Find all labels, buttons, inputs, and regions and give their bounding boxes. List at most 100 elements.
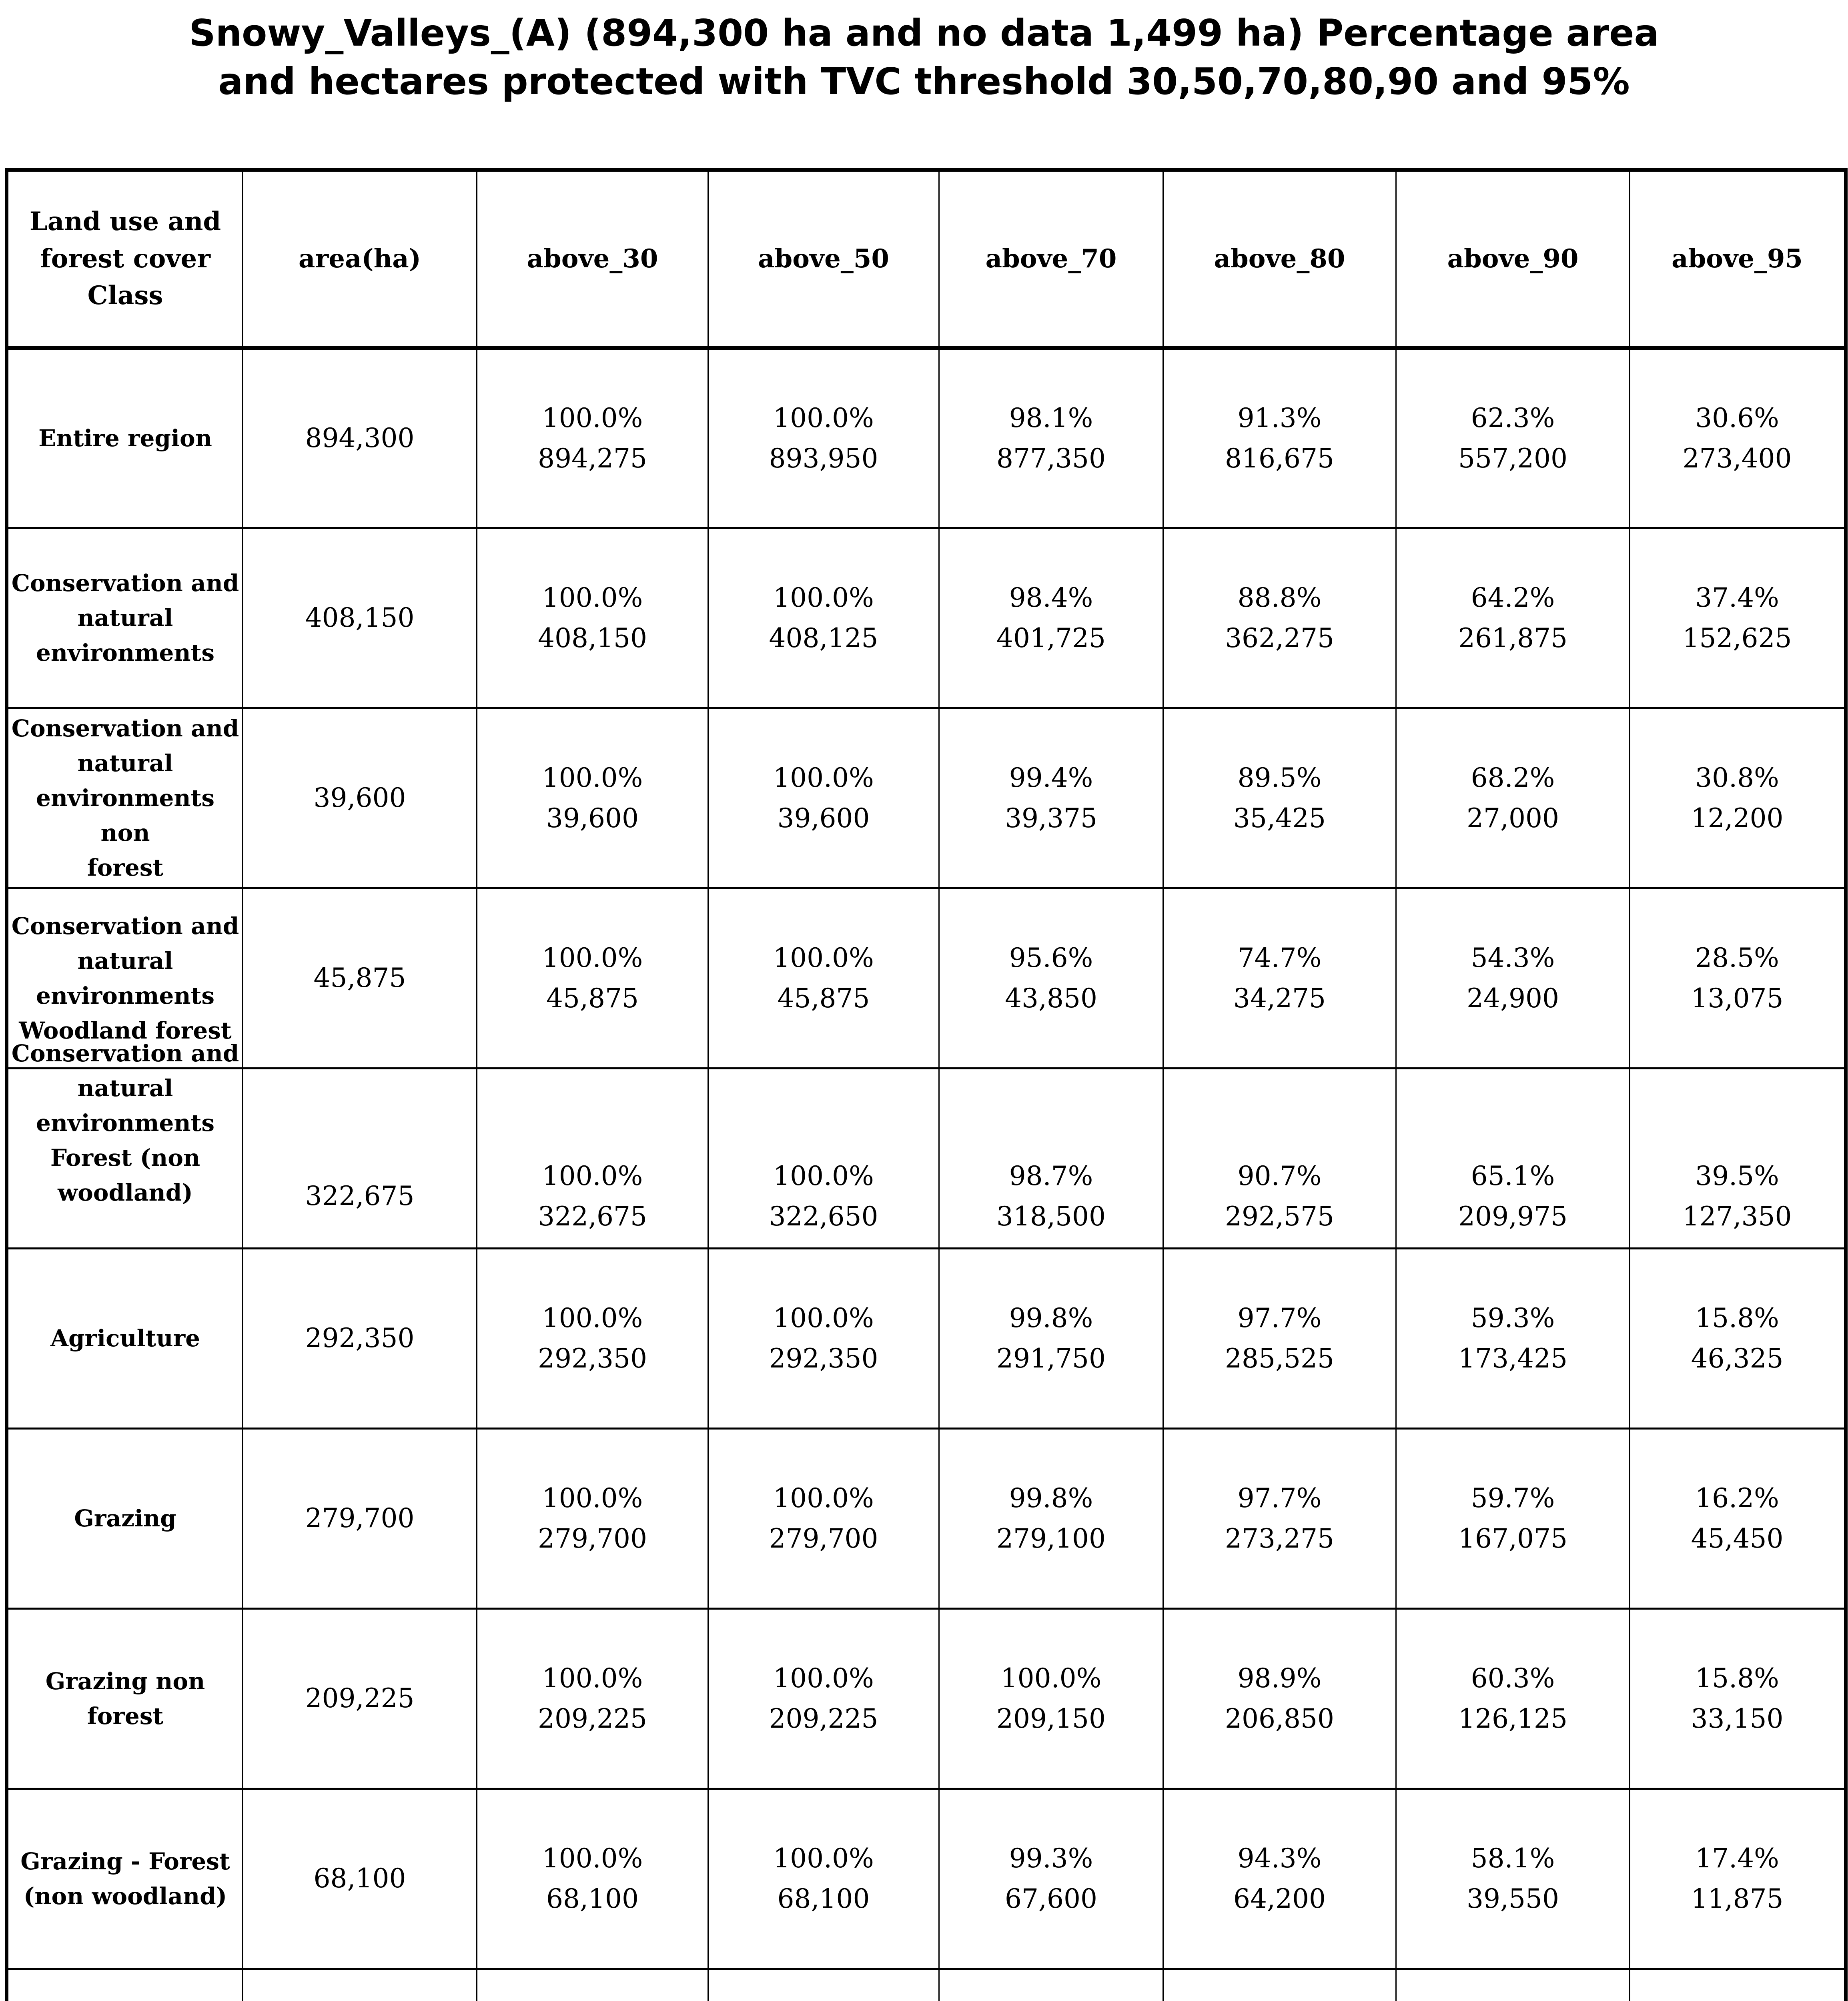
area-cell: 45,875 <box>242 887 477 1069</box>
threshold-cell: 100.0% 68,100 <box>708 1788 940 1970</box>
threshold-cell: 54.3% 24,900 <box>1395 887 1630 1069</box>
row-label-cell: Cropping <box>6 1968 243 2001</box>
page-title-line2: and hectares protected with TVC threshol… <box>218 60 1630 103</box>
row-label-cell: Grazing - Forest (non woodland) <box>6 1788 243 1970</box>
threshold-cell: 100.0% 10,625 <box>476 1968 709 2001</box>
threshold-cell: 100.0% 209,150 <box>938 1608 1164 1790</box>
threshold-cell: 60.3% 126,125 <box>1395 1608 1630 1790</box>
threshold-cell: 68.2% 27,000 <box>1395 707 1630 889</box>
row-label-cell: Entire region <box>6 347 243 529</box>
threshold-cell: 97.2% 10,325 <box>1163 1968 1397 2001</box>
threshold-cell: 39.5% 127,350 <box>1629 1067 1846 1249</box>
threshold-cell: 100.0% 209,225 <box>476 1608 709 1790</box>
threshold-cell: 100.0% 292,350 <box>708 1247 940 1430</box>
threshold-cell: 16.2% 45,450 <box>1629 1428 1846 1610</box>
threshold-cell: 100.0% 322,675 <box>476 1067 709 1249</box>
header-above-70: above_70 <box>938 169 1164 350</box>
threshold-cell: 99.8% 279,100 <box>938 1428 1164 1610</box>
row-label-cell: Grazing non forest <box>6 1608 243 1790</box>
table-header-row: Land use and forest cover Class area(ha)… <box>6 169 1846 350</box>
threshold-cell: 58.1% 39,550 <box>1395 1788 1630 1970</box>
threshold-cell: 53.4% 5,675 <box>1395 1968 1630 2001</box>
table-row: Entire region 894,300 100.0% 894,275 100.0%… <box>6 347 1846 529</box>
area-cell: 10,625 <box>242 1968 477 2001</box>
threshold-cell: 100.0% 894,275 <box>476 347 709 529</box>
threshold-cell: 64.2% 261,875 <box>1395 527 1630 709</box>
threshold-cell: 100.0% 408,150 <box>476 527 709 709</box>
table-row: Conservation and natural environments 408… <box>6 527 1846 709</box>
threshold-cell: 88.8% 362,275 <box>1163 527 1397 709</box>
threshold-cell: 74.7% 34,275 <box>1163 887 1397 1069</box>
threshold-cell: 100.0% 10,625 <box>938 1968 1164 2001</box>
header-above-30: above_30 <box>476 169 709 350</box>
threshold-cell: 17.4% 11,875 <box>1629 1788 1846 1970</box>
area-cell: 408,150 <box>242 527 477 709</box>
table-row: Conservation and natural environments no… <box>6 707 1846 889</box>
threshold-cell: 37.4% 152,625 <box>1629 527 1846 709</box>
threshold-cell: 95.6% 43,850 <box>938 887 1164 1069</box>
threshold-cell: 98.9% 206,850 <box>1163 1608 1397 1790</box>
threshold-cell: 100.0% 279,700 <box>476 1428 709 1610</box>
table-row: Conservation and natural environments Fo… <box>6 1040 1846 1249</box>
threshold-cell: 62.3% 557,200 <box>1395 347 1630 529</box>
threshold-cell: 99.3% 67,600 <box>938 1788 1164 1970</box>
threshold-cell: 98.1% 877,350 <box>938 347 1164 529</box>
header-area: area(ha) <box>242 169 477 350</box>
threshold-cell: 7.8% 825 <box>1629 1968 1846 2001</box>
threshold-cell: 100.0% 292,350 <box>476 1247 709 1430</box>
table-row: Grazing - Forest (non woodland) 68,100 100… <box>6 1788 1846 1970</box>
row-label-cell: Conservation and natural environments <box>6 527 243 709</box>
area-cell: 279,700 <box>242 1428 477 1610</box>
threshold-cell: 100.0% 10,625 <box>708 1968 940 2001</box>
threshold-cell: 89.5% 35,425 <box>1163 707 1397 889</box>
threshold-cell: 100.0% 209,225 <box>708 1608 940 1790</box>
row-label-cell: Conservation and natural environments no… <box>6 707 243 889</box>
threshold-cell: 30.8% 12,200 <box>1629 707 1846 889</box>
row-label-cell: Grazing <box>6 1428 243 1610</box>
header-above-80: above_80 <box>1163 169 1397 350</box>
table-body: Entire region 894,300 100.0% 894,275 100.0%… <box>6 347 1846 2001</box>
header-class: Land use and forest cover Class <box>6 169 243 350</box>
threshold-cell: 59.3% 173,425 <box>1395 1247 1630 1430</box>
threshold-cell: 97.7% 285,525 <box>1163 1247 1397 1430</box>
threshold-cell: 100.0% 68,100 <box>476 1788 709 1970</box>
threshold-cell: 15.8% 46,325 <box>1629 1247 1846 1430</box>
threshold-cell: 59.7% 167,075 <box>1395 1428 1630 1610</box>
threshold-cell: 100.0% 39,600 <box>708 707 940 889</box>
threshold-cell: 98.4% 401,725 <box>938 527 1164 709</box>
threshold-cell: 15.8% 33,150 <box>1629 1608 1846 1790</box>
threshold-cell: 94.3% 64,200 <box>1163 1788 1397 1970</box>
threshold-cell: 100.0% 45,875 <box>708 887 940 1069</box>
area-cell: 209,225 <box>242 1608 477 1790</box>
table-row: Agriculture 292,350 100.0% 292,350 100.0% 2… <box>6 1247 1846 1430</box>
threshold-cell: 100.0% 893,950 <box>708 347 940 529</box>
threshold-cell: 65.1% 209,975 <box>1395 1067 1630 1249</box>
threshold-cell: 100.0% 39,600 <box>476 707 709 889</box>
row-label-cell: Conservation and natural environments Wo… <box>6 887 243 1069</box>
page-title: Snowy_Valleys_(A) (894,300 ha and no dat… <box>0 9 1848 106</box>
area-cell: 68,100 <box>242 1788 477 1970</box>
area-cell: 39,600 <box>242 707 477 889</box>
header-above-50: above_50 <box>708 169 940 350</box>
table-row: Conservation and natural environments Wo… <box>6 887 1846 1069</box>
threshold-cell: 91.3% 816,675 <box>1163 347 1397 529</box>
row-label-cell: Agriculture <box>6 1247 243 1430</box>
area-cell: 292,350 <box>242 1247 477 1430</box>
threshold-cell: 100.0% 45,875 <box>476 887 709 1069</box>
threshold-cell: 100.0% 408,125 <box>708 527 940 709</box>
threshold-cell: 30.6% 273,400 <box>1629 347 1846 529</box>
row-label-cell: Conservation and natural environments Fo… <box>6 1040 243 1249</box>
threshold-cell: 98.7% 318,500 <box>938 1067 1164 1249</box>
threshold-cell: 100.0% 279,700 <box>708 1428 940 1610</box>
threshold-cell: 100.0% 322,650 <box>708 1067 940 1249</box>
threshold-cell: 97.7% 273,275 <box>1163 1428 1397 1610</box>
threshold-cell: 99.4% 39,375 <box>938 707 1164 889</box>
area-cell: 322,675 <box>242 1067 477 1249</box>
table-row: Grazing 279,700 100.0% 279,700 100.0% 279,7… <box>6 1428 1846 1610</box>
threshold-cell: 28.5% 13,075 <box>1629 887 1846 1069</box>
table-row: Cropping10,625100.0% 10,625100.0% 10,625… <box>6 1968 1846 2001</box>
land-use-table: Land use and forest cover Class area(ha)… <box>5 168 1848 2001</box>
threshold-cell: 99.8% 291,750 <box>938 1247 1164 1430</box>
header-above-90: above_90 <box>1395 169 1630 350</box>
